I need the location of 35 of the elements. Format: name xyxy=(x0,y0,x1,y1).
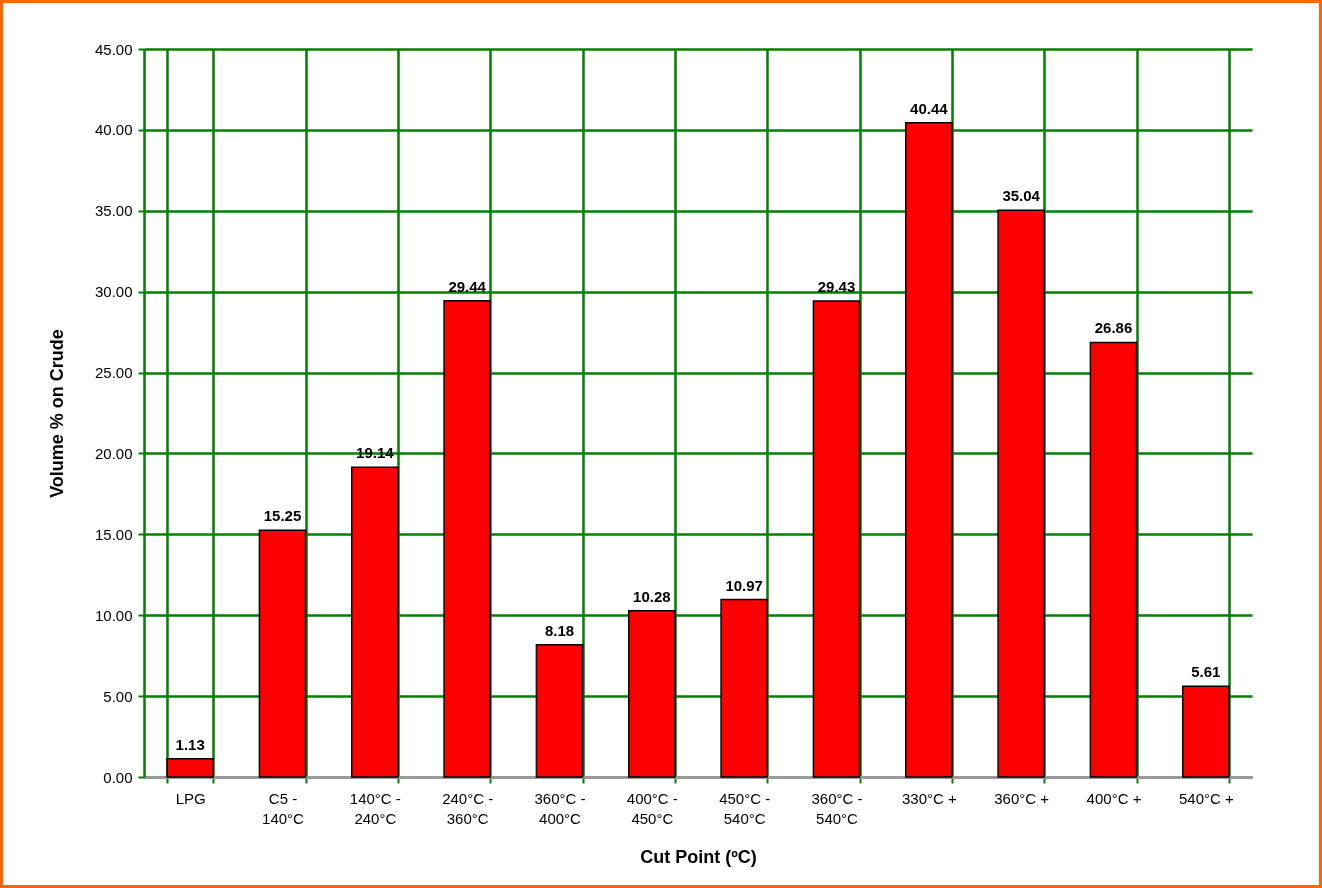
x-tick-label: 330°C + xyxy=(901,789,957,807)
y-tick-label: 0.00 xyxy=(103,768,133,786)
data-label: 35.04 xyxy=(1002,187,1041,205)
x-tick-label: 360°C + xyxy=(994,789,1050,807)
data-label: 10.28 xyxy=(633,587,671,605)
data-label: 40.44 xyxy=(910,99,949,117)
y-axis-title: Volume % on Crude xyxy=(46,329,67,498)
data-label: 8.18 xyxy=(544,621,575,639)
y-tick-label: 35.00 xyxy=(94,202,133,220)
data-label: 29.43 xyxy=(817,277,856,295)
y-tick-label: 20.00 xyxy=(94,444,133,462)
y-tick-label: 10.00 xyxy=(94,606,133,624)
x-tick-label: 360°C - 540°C xyxy=(811,789,863,827)
y-tick-label: 45.00 xyxy=(94,40,133,58)
data-label: 10.97 xyxy=(725,576,763,594)
y-tick-label: 25.00 xyxy=(94,364,133,382)
x-tick-label: 240°C - 360°C xyxy=(442,789,494,827)
x-tick-label: 450°C - 540°C xyxy=(719,789,771,827)
y-tick-label: 15.00 xyxy=(94,525,133,543)
x-tick-label: 400°C + xyxy=(1086,789,1142,807)
x-tick-label: 140°C - 240°C xyxy=(349,789,401,827)
x-tick-label: 540°C + xyxy=(1178,789,1234,807)
data-label: 26.86 xyxy=(1094,319,1133,337)
x-tick-label: LPG xyxy=(175,789,206,807)
data-label: 29.44 xyxy=(448,277,487,295)
data-label: 5.61 xyxy=(1191,663,1221,681)
x-tick-label: 400°C - 450°C xyxy=(626,789,678,827)
y-tick-label: 40.00 xyxy=(94,121,133,139)
x-tick-label: C5 - 140°C xyxy=(262,789,305,827)
data-label: 15.25 xyxy=(263,507,302,525)
y-tick-label: 30.00 xyxy=(94,283,133,301)
x-axis-title: Cut Point (ºC) xyxy=(640,846,757,867)
x-tick-label: 360°C - 400°C xyxy=(534,789,586,827)
y-tick-label: 5.00 xyxy=(103,687,133,705)
data-label: 1.13 xyxy=(175,735,205,753)
